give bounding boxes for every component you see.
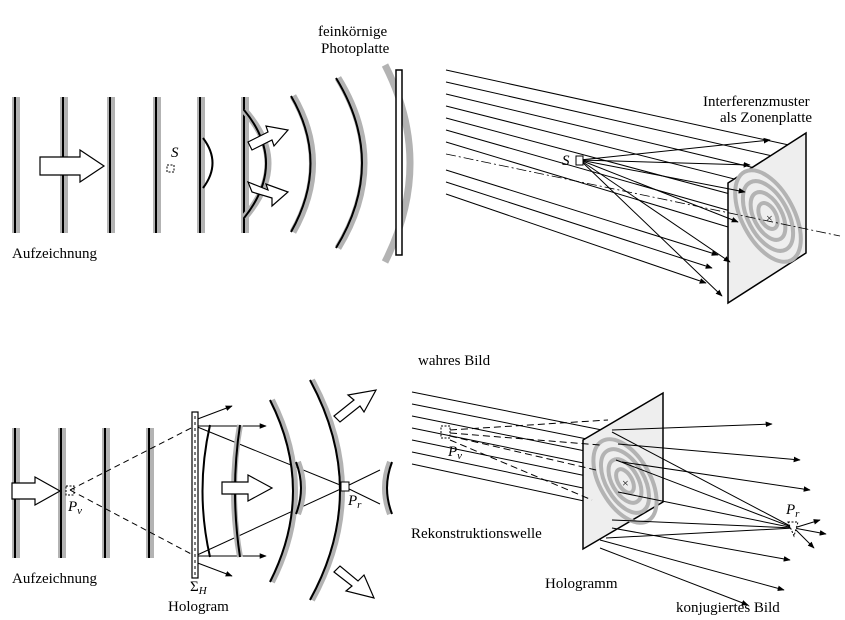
diverging-arrow-up [333, 389, 378, 423]
virtual-point-marker [440, 425, 451, 439]
scatter-arrow-down [246, 180, 290, 208]
plate-symbol-label: ΣH [190, 579, 208, 597]
reference-beam [445, 69, 799, 284]
virtual-point-label: Pv [447, 444, 462, 462]
object-point [575, 155, 584, 166]
pattern-title-line1: Interferenzmuster [703, 94, 810, 110]
reconstruction-wave-label: Rekonstruktionswelle [411, 526, 542, 542]
photo-plate [395, 69, 403, 256]
real-point-marker [340, 481, 350, 492]
hologram-label: Hologramm [545, 576, 618, 592]
diverging-arrow-down [333, 565, 376, 599]
recording-caption: Aufzeichnung [12, 246, 97, 262]
conjugate-image-label: konjugiertes Bild [676, 600, 780, 616]
real-point-marker [787, 521, 799, 538]
top-right-zone-plate: × S Interferenzmuster als Zonenplatte [445, 69, 841, 305]
incoming-arrow [11, 475, 62, 507]
optical-axis [445, 153, 841, 237]
scatter-arrow-up [247, 125, 290, 151]
propagation-arrow [39, 148, 106, 184]
real-point-label: Pr [785, 502, 800, 520]
pattern-title-line2: als Zonenplatte [720, 110, 812, 126]
zone-rings [733, 168, 803, 264]
bottom-left-reconstruction: Pv Pr ΣH Hologram Aufzeichnung [11, 378, 393, 615]
top-left-recording: S feinkörnige Photoplatte Aufzeichnung [12, 24, 414, 264]
center-mark: × [622, 476, 629, 490]
object-point [166, 164, 175, 173]
diffracted-rays [599, 421, 827, 606]
hologram-label: Hologram [168, 599, 229, 615]
center-arrow [221, 473, 274, 503]
plate-label-line2: Photoplatte [321, 41, 390, 57]
virtual-image-rays [449, 419, 609, 501]
source-label: S [562, 153, 570, 169]
source-label: S [171, 145, 179, 161]
virtual-point-marker [65, 485, 75, 496]
center-mark: × [766, 211, 773, 225]
object-rays [579, 137, 771, 297]
hologram-rings [591, 437, 659, 525]
recording-caption: Aufzeichnung [12, 571, 97, 587]
reconstruction-beam [411, 391, 613, 505]
plate-label-line1: feinkörnige [318, 24, 387, 40]
bottom-right-reconstruction: × wahres Bild Pv Pr Rekonstruktionswelle… [411, 353, 827, 616]
virtual-point-label: Pv [67, 499, 82, 517]
true-image-label: wahres Bild [418, 353, 491, 369]
real-point-label: Pr [347, 493, 362, 511]
spherical-wavelets [202, 63, 414, 264]
hologram-plate [191, 411, 199, 579]
